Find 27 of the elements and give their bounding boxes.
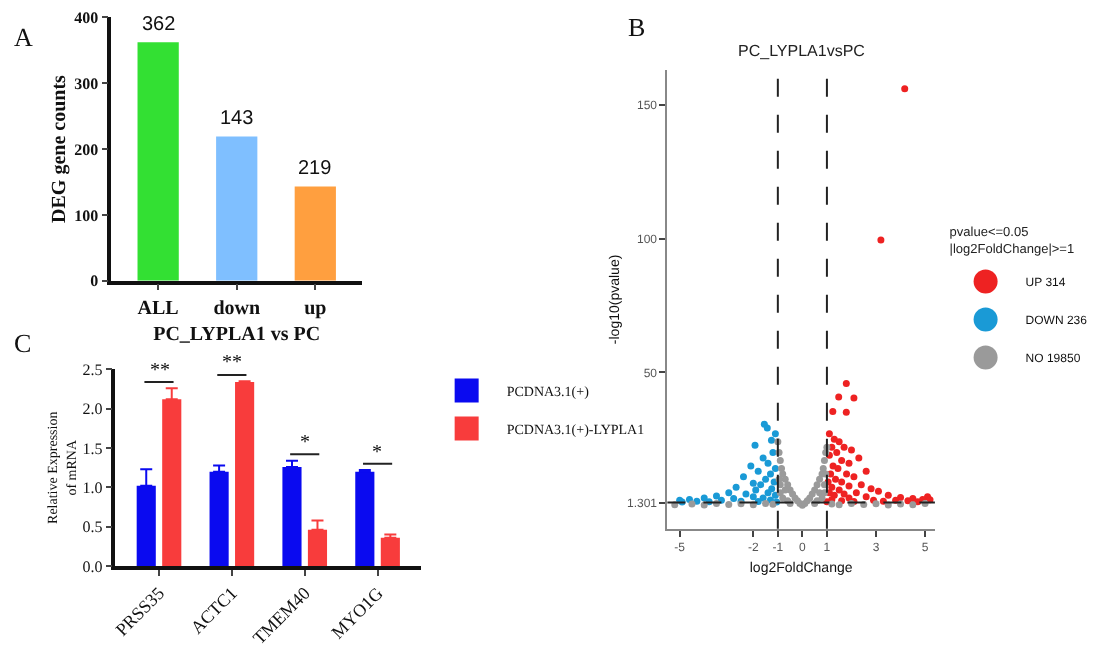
annotation: * [372, 442, 382, 464]
y-tick-label: 400 [74, 8, 99, 27]
y-tick-label: 1.0 [82, 478, 103, 497]
annotation: ** [222, 352, 242, 374]
y-tick-label: 0 [90, 272, 99, 291]
x-axis-title: PC_LYPLA1 vs PC [153, 324, 321, 347]
x-tick-label: down [213, 298, 261, 321]
annotation: ** [150, 360, 170, 382]
y-tick-label: 1.5 [82, 439, 103, 458]
annotation: 143 [220, 108, 255, 130]
y-tick-label: 100 [74, 206, 99, 225]
y-tick-label: 0.5 [82, 518, 103, 537]
x-tick-label: ALL [137, 298, 180, 321]
text: A [14, 22, 34, 52]
y-tick-label: 2.0 [82, 400, 103, 419]
y-tick-label: 0.0 [82, 557, 103, 576]
annotation: 362 [142, 14, 177, 36]
x-tick-label: up [304, 298, 328, 321]
annotation: * [300, 432, 310, 454]
y-tick-label: 2.5 [82, 361, 103, 380]
text: B [628, 12, 646, 42]
y-tick-label: 200 [74, 140, 99, 159]
annotation: 219 [298, 158, 333, 180]
y-tick-label: 300 [74, 74, 99, 93]
text: C [14, 328, 32, 358]
chart-title: PC_LYPLA1vsPC [738, 42, 866, 60]
y-axis-title: DEG gene counts [49, 74, 72, 223]
